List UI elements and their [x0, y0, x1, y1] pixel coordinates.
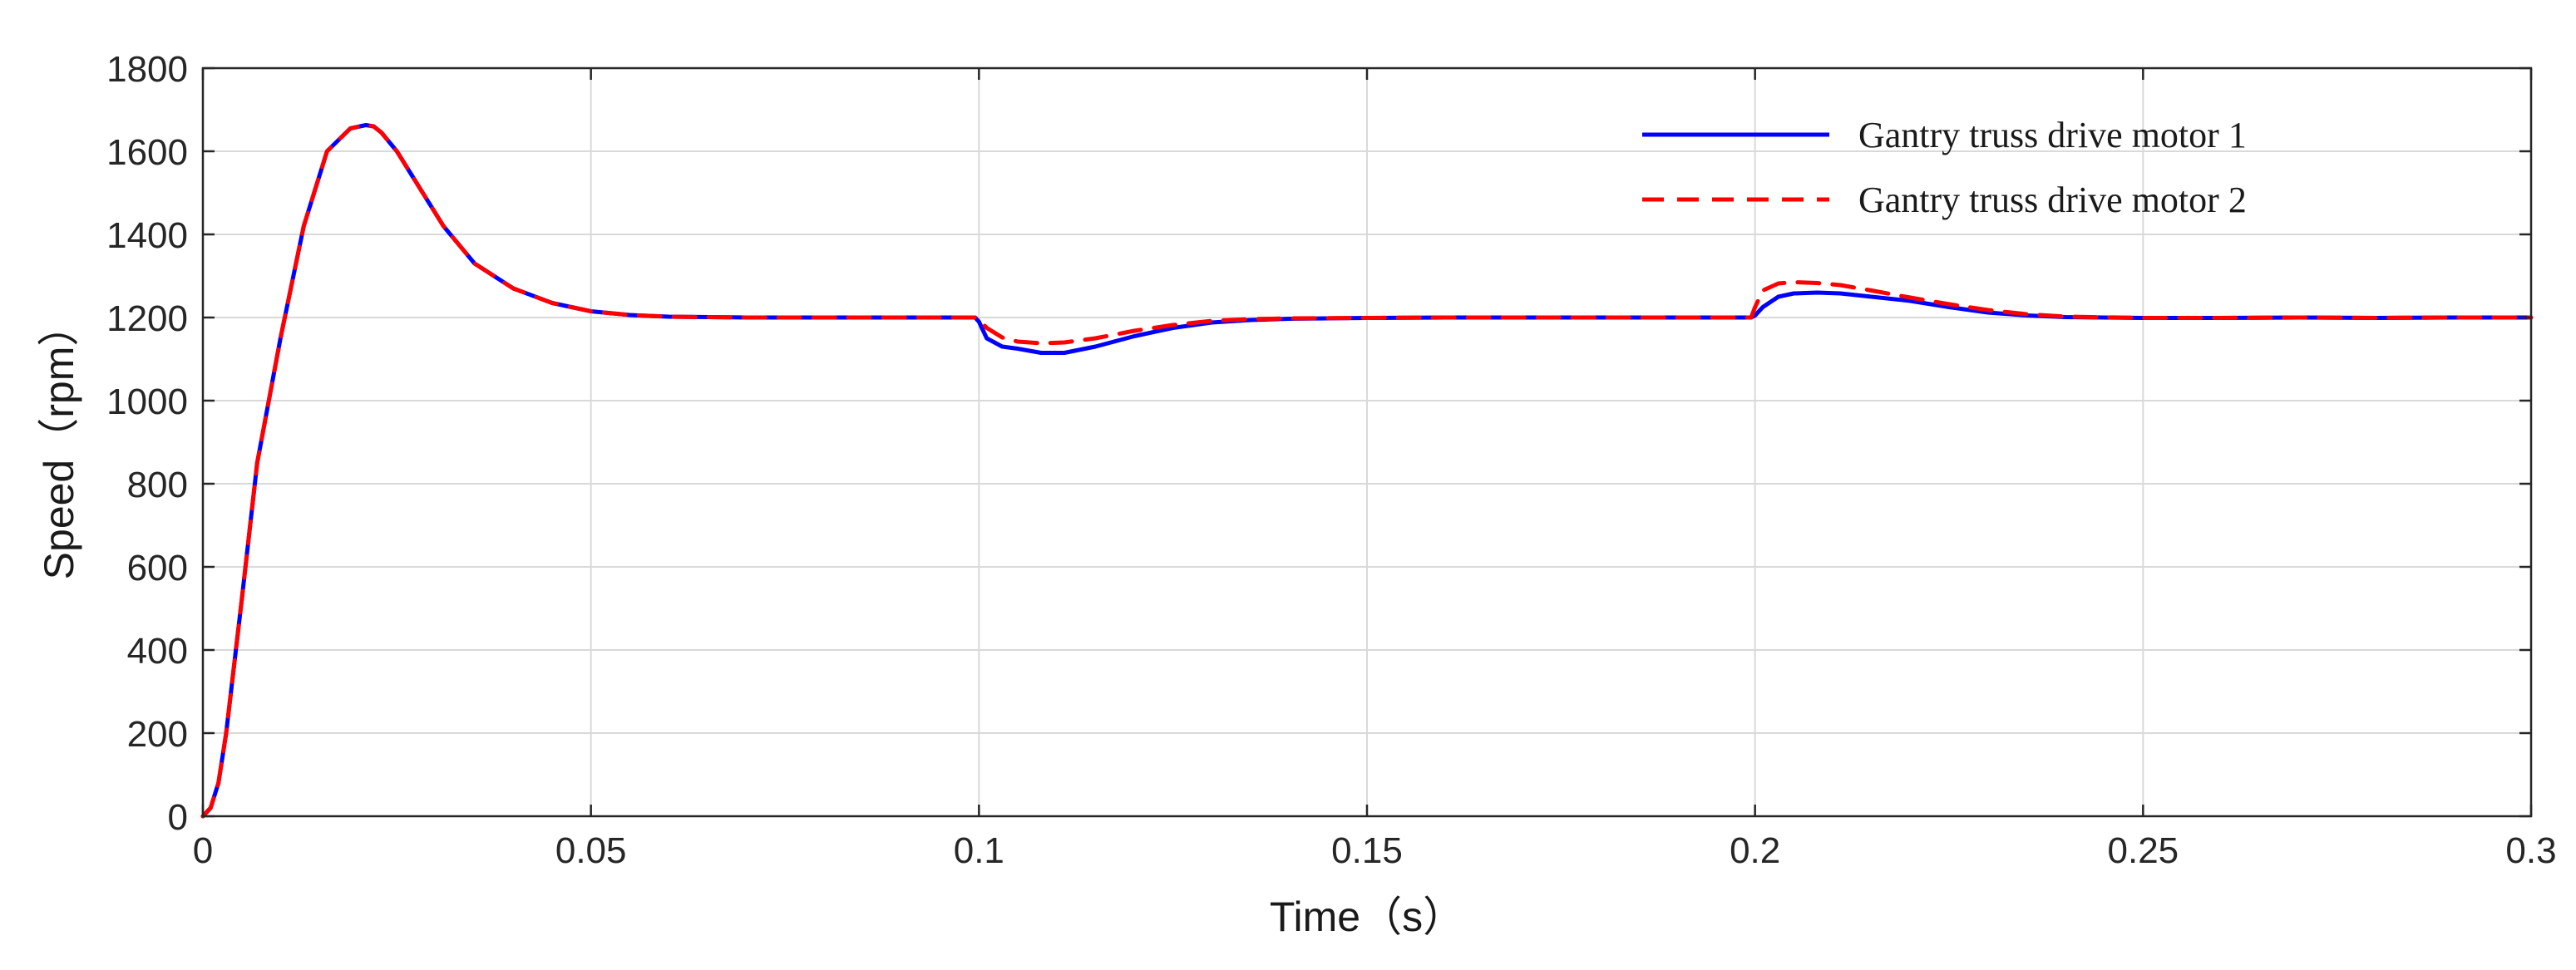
x-tick-label: 0.25: [2108, 830, 2179, 871]
series-layer: [200, 123, 2534, 819]
y-tick-label: 1400: [106, 215, 188, 256]
y-tick-label: 600: [127, 548, 188, 588]
y-tick-label: 800: [127, 465, 188, 505]
y-tick-label: 400: [127, 631, 188, 672]
x-tick-label: 0.3: [2505, 830, 2556, 871]
x-tick-label: 0.1: [954, 830, 1004, 871]
y-tick-label: 1600: [106, 132, 188, 173]
y-tick-label: 1200: [106, 298, 188, 339]
x-tick-label: 0.2: [1730, 830, 1780, 871]
legend-label-motor-2: Gantry truss drive motor 2: [1858, 180, 2247, 220]
axis-ticks: [201, 66, 2533, 818]
x-tick-label: 0: [193, 830, 213, 871]
x-tick-label: 0.05: [555, 830, 627, 871]
y-tick-labels: 0 200 400 600 800 1000 1200 1400 1600 1800: [106, 49, 188, 838]
series-line-motor-1: [200, 123, 2534, 819]
legend: Gantry truss drive motor 1 Gantry truss d…: [1642, 115, 2247, 220]
y-tick-label: 1800: [106, 49, 188, 90]
y-axis-label: Speed（rpm）: [36, 305, 82, 580]
x-tick-labels: 0 0.05 0.1 0.15 0.2 0.25 0.3: [193, 830, 2557, 871]
legend-label-motor-1: Gantry truss drive motor 1: [1858, 115, 2247, 155]
x-tick-label: 0.15: [1331, 830, 1403, 871]
series-line-motor-2: [200, 123, 2534, 819]
y-tick-label: 0: [168, 797, 188, 838]
y-tick-label: 1000: [106, 382, 188, 422]
y-tick-label: 200: [127, 714, 188, 755]
x-axis-label: Time（s）: [1270, 894, 1464, 940]
